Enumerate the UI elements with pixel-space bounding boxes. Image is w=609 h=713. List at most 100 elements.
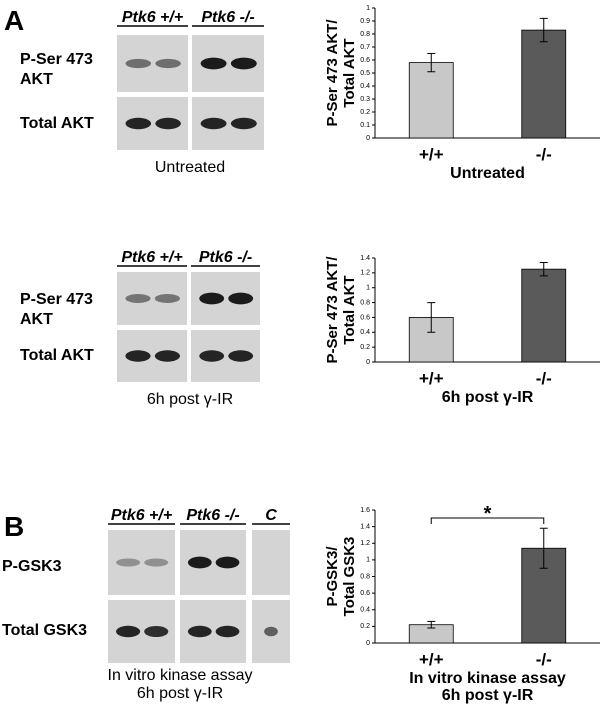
y-tick-label: 0.9: [360, 18, 370, 25]
x-tick-label: +/+: [419, 650, 444, 669]
row-label: Total AKT: [20, 115, 94, 132]
y-tick-label: 1: [366, 557, 370, 564]
blot-band: [228, 292, 254, 305]
y-tick-label: 0.6: [360, 57, 370, 64]
blot-band: [228, 350, 254, 362]
blot-panel: [117, 272, 187, 325]
significance-label: *: [484, 503, 492, 525]
row-label: Total GSK3: [2, 622, 87, 639]
y-tick-label: 1.4: [360, 255, 370, 262]
group-label: Ptk6 -/-: [186, 507, 239, 524]
blot-band: [215, 556, 240, 569]
blot-panel: [108, 530, 175, 595]
y-axis-label: P-Ser 473 AKT/: [324, 256, 341, 364]
group-label: Ptk6 +/+: [111, 507, 172, 524]
row-label: AKT: [20, 71, 53, 88]
y-axis-label: Total AKT: [341, 38, 358, 107]
error-bar: [539, 17, 548, 43]
x-axis-label: In vitro kinase assay: [409, 670, 566, 687]
blot-panel: [252, 530, 290, 595]
y-tick-label: 0: [366, 359, 370, 366]
blot-caption: 6h post γ-IR: [147, 391, 233, 408]
row-label: P-Ser 473: [20, 291, 93, 308]
y-tick-label: 1.2: [360, 540, 370, 547]
blot-band: [154, 294, 180, 303]
y-axis-label: P-Ser 473 AKT/: [324, 19, 341, 127]
bar: [408, 62, 454, 139]
x-axis-label: 6h post γ-IR: [442, 389, 534, 406]
y-axis-label: Total GSK3: [341, 537, 358, 617]
panel-label: B: [4, 511, 24, 542]
y-tick-label: 0.8: [360, 573, 370, 580]
group-label: Ptk6 +/+: [122, 9, 183, 26]
blot-band: [199, 350, 225, 362]
blot-band: [199, 292, 225, 305]
y-tick-label: 0.2: [360, 109, 370, 116]
blot-band: [154, 350, 180, 362]
y-tick-label: 1: [366, 285, 370, 292]
bar: [521, 268, 567, 363]
y-tick-label: 0.8: [360, 299, 370, 306]
group-label: Ptk6 -/-: [201, 9, 254, 26]
error-bar: [427, 620, 436, 629]
group-label: C: [265, 507, 277, 524]
blot-band: [144, 558, 169, 567]
group-label: Ptk6 -/-: [199, 249, 252, 266]
y-tick-label: 0.5: [360, 70, 370, 77]
x-axis-label: Untreated: [450, 165, 525, 182]
y-tick-label: 1.2: [360, 270, 370, 277]
x-tick-label: -/-: [536, 650, 552, 669]
y-axis-label: P-GSK3/: [324, 546, 341, 607]
error-bar: [427, 302, 436, 333]
blot-band: [155, 117, 181, 130]
y-tick-label: 0.2: [360, 623, 370, 630]
blot-band: [264, 626, 278, 637]
blot-band: [125, 58, 152, 69]
x-tick-label: +/+: [419, 145, 444, 164]
y-tick-label: 0.4: [360, 83, 370, 90]
error-bar: [427, 53, 436, 73]
blot-band: [116, 625, 141, 638]
x-tick-label: +/+: [419, 369, 444, 388]
blot-band: [230, 57, 257, 70]
x-tick-label: -/-: [536, 369, 552, 388]
y-tick-label: 0.6: [360, 314, 370, 321]
y-tick-label: 1.6: [360, 507, 370, 514]
row-label: Total AKT: [20, 347, 94, 364]
row-label: AKT: [20, 311, 53, 328]
blot-band: [187, 556, 212, 569]
y-tick-label: 0.8: [360, 31, 370, 38]
y-tick-label: 0.4: [360, 329, 370, 336]
blot-band: [215, 625, 240, 638]
y-tick-label: 0.7: [360, 44, 370, 51]
y-tick-label: 0.1: [360, 122, 370, 129]
y-tick-label: 0.6: [360, 590, 370, 597]
y-tick-label: 0: [366, 640, 370, 647]
significance-bracket: [430, 517, 545, 524]
blot-caption: In vitro kinase assay: [108, 667, 253, 684]
y-axis-label: Total AKT: [341, 275, 358, 344]
blot-band: [230, 117, 257, 130]
x-axis-label: 6h post γ-IR: [442, 687, 534, 704]
error-bar: [539, 261, 548, 277]
y-tick-label: 1.4: [360, 523, 370, 530]
blot-band: [125, 117, 152, 130]
row-label: P-GSK3: [2, 558, 62, 575]
y-tick-label: 0: [366, 135, 370, 142]
error-bar: [539, 527, 548, 569]
panel-label: A: [4, 5, 24, 36]
bar: [521, 29, 567, 139]
blot-caption: Untreated: [155, 159, 225, 176]
y-tick-label: 0.2: [360, 344, 370, 351]
blot-band: [116, 558, 141, 567]
y-tick-label: 0.4: [360, 607, 370, 614]
y-tick-label: 0.3: [360, 96, 370, 103]
blot-band: [144, 625, 169, 638]
blot-caption: 6h post γ-IR: [137, 685, 223, 702]
blot-band: [200, 117, 227, 130]
blot-band: [187, 625, 212, 638]
group-label: Ptk6 +/+: [121, 249, 182, 266]
y-tick-label: 1: [366, 5, 370, 12]
blot-band: [155, 58, 181, 69]
